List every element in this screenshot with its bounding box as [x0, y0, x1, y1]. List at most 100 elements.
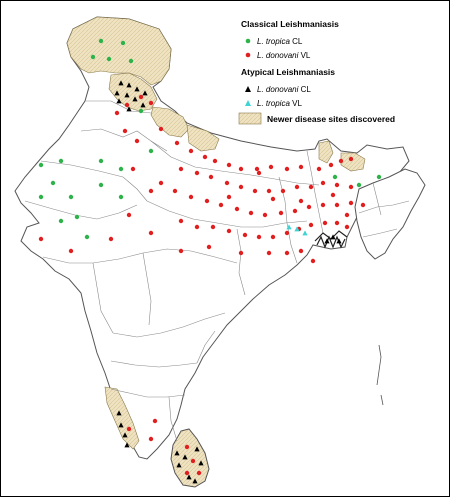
red-dot-marker	[188, 194, 194, 200]
black-triangle-marker	[194, 446, 200, 452]
red-dot-marker	[242, 232, 248, 238]
red-dot-marker	[68, 248, 74, 254]
red-dot-marker	[172, 188, 178, 194]
green-dot-marker	[38, 162, 44, 168]
red-dot-marker	[360, 202, 366, 208]
green-dot-marker	[58, 218, 64, 224]
green-dot-marker	[98, 182, 104, 188]
red-dot-marker	[158, 180, 164, 186]
red-dot-marker	[194, 170, 200, 176]
black-triangle-marker	[116, 98, 122, 104]
black-triangle-marker	[198, 460, 204, 466]
andaman-islands	[376, 344, 384, 406]
red-dot-icon	[245, 52, 251, 58]
green-dot-marker	[376, 174, 382, 180]
red-dot-marker	[298, 248, 304, 254]
red-dot-marker	[202, 154, 208, 160]
red-dot-marker	[234, 206, 240, 212]
red-dot-marker	[126, 212, 132, 218]
black-triangle-marker	[132, 96, 138, 102]
red-dot-marker	[184, 444, 190, 450]
red-dot-marker	[348, 184, 354, 190]
red-dot-marker	[148, 100, 154, 106]
black-triangle-marker	[114, 90, 120, 96]
black-triangle-marker	[118, 80, 124, 86]
red-dot-marker	[254, 166, 260, 172]
red-dot-marker	[262, 212, 268, 218]
cyan-triangle-marker	[294, 226, 300, 232]
red-dot-marker	[308, 222, 314, 228]
red-dot-marker	[174, 140, 180, 146]
red-dot-marker	[248, 210, 254, 216]
red-dot-marker	[320, 180, 326, 186]
black-triangle-marker	[118, 422, 124, 428]
newer-site-kerala	[104, 386, 140, 450]
red-dot-marker	[280, 188, 286, 194]
green-dot-icon	[245, 38, 251, 44]
red-dot-marker	[316, 166, 322, 172]
black-triangle-marker	[140, 102, 146, 108]
red-dot-marker	[344, 212, 350, 218]
red-dot-marker	[320, 202, 326, 208]
red-dot-marker	[270, 196, 276, 202]
red-dot-marker	[226, 228, 232, 234]
legend-item-donovani-vl: L. donovani VL	[257, 51, 311, 60]
green-dot-marker	[90, 54, 96, 60]
red-dot-marker	[298, 198, 304, 204]
red-dot-marker	[256, 234, 262, 240]
red-dot-marker	[210, 224, 216, 230]
newer-sites-swatch	[238, 112, 262, 125]
red-dot-marker	[256, 170, 262, 176]
red-dot-marker	[266, 250, 272, 256]
red-dot-marker	[138, 94, 144, 100]
red-dot-marker	[148, 230, 154, 236]
green-dot-marker	[106, 56, 112, 62]
red-dot-marker	[134, 138, 140, 144]
red-dot-marker	[148, 188, 154, 194]
newer-site-nepal-border	[186, 124, 220, 152]
red-dot-marker	[184, 470, 190, 476]
red-dot-marker	[306, 204, 312, 210]
red-dot-marker	[194, 224, 200, 230]
red-dot-marker	[308, 184, 314, 190]
red-dot-marker	[114, 110, 120, 116]
green-dot-marker	[138, 108, 144, 114]
cyan-triangle-icon	[245, 100, 251, 106]
disease-site-markers	[38, 38, 382, 484]
black-triangle-marker	[116, 410, 122, 416]
green-dot-marker	[128, 58, 134, 64]
black-triangle-marker	[336, 238, 342, 244]
red-dot-marker	[292, 208, 298, 214]
legend-header-classical: Classical Leishmaniasis	[241, 19, 339, 29]
black-triangle-marker	[330, 234, 336, 240]
black-triangle-marker	[182, 454, 188, 460]
green-dot-marker	[84, 234, 90, 240]
red-dot-marker	[190, 458, 196, 464]
red-dot-marker	[278, 210, 284, 216]
newer-site-jammu-kashmir	[66, 16, 172, 86]
black-triangle-marker	[192, 478, 198, 484]
green-dot-marker	[148, 148, 154, 154]
green-dot-marker	[38, 194, 44, 200]
map-legend: Classical Leishmaniasis L. tropica CL L.…	[238, 19, 395, 125]
red-dot-marker	[334, 202, 340, 208]
black-triangle-marker	[126, 106, 132, 112]
red-dot-marker	[294, 184, 300, 190]
black-triangle-marker	[134, 86, 140, 92]
black-triangle-marker	[124, 92, 130, 98]
red-dot-marker	[206, 244, 212, 250]
red-dot-marker	[38, 236, 44, 242]
green-dot-marker	[98, 38, 104, 44]
green-dot-marker	[98, 158, 104, 164]
northeast-region	[354, 168, 426, 260]
red-dot-marker	[328, 162, 334, 168]
green-dot-marker	[58, 158, 64, 164]
black-triangle-marker	[124, 442, 130, 448]
red-dot-marker	[152, 418, 158, 424]
cyan-triangle-marker	[286, 224, 292, 230]
red-dot-marker	[178, 218, 184, 224]
green-dot-marker	[50, 180, 56, 186]
red-dot-marker	[226, 194, 232, 200]
